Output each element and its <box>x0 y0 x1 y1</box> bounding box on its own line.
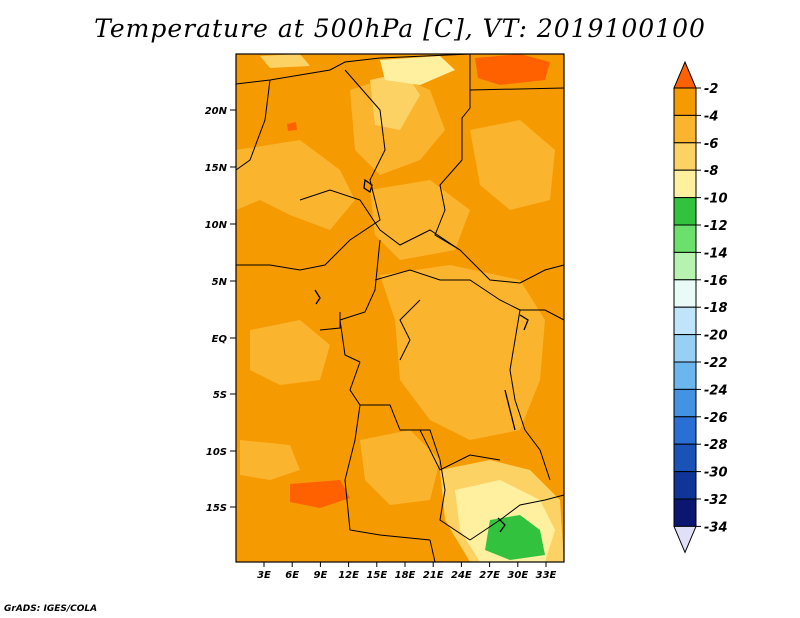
colorbar-label: -18 <box>704 301 728 316</box>
x-tick-label: 27E <box>479 570 500 581</box>
y-tick-label: 15N <box>205 163 228 174</box>
colorbar-box <box>673 306 697 336</box>
colorbar-label: -14 <box>704 246 728 261</box>
colorbar-label: -32 <box>704 493 728 508</box>
colorbar-box <box>673 279 697 308</box>
x-tick-label: 21E <box>423 570 444 581</box>
colorbar-box <box>673 443 697 473</box>
colorbar-label: -4 <box>704 109 718 124</box>
y-axis: 20N 15N 10N 5N EQ 5S 10S 15S <box>205 106 236 514</box>
y-tick-label: 5S <box>213 390 227 401</box>
colorbar-box <box>673 224 697 253</box>
field-patch-p <box>290 480 350 508</box>
y-tick-label: 15S <box>206 503 227 514</box>
colorbar-box <box>673 169 697 199</box>
colorbar-label: -16 <box>704 274 728 289</box>
temperature-field <box>236 54 564 562</box>
colorbar-box <box>673 251 697 281</box>
country-borders <box>235 53 565 563</box>
colorbar-box <box>673 197 697 226</box>
chart-title: Temperature at 500hPa [C], VT: 201910010… <box>94 14 706 43</box>
colorbar-bottom-arrow <box>673 525 697 554</box>
colorbar-label: -8 <box>704 164 718 179</box>
colorbar-box <box>673 142 697 171</box>
y-tick-label: EQ <box>212 334 228 345</box>
colorbar-label: -6 <box>704 137 718 152</box>
colorbar-label: -30 <box>704 466 728 481</box>
field-patch-m <box>380 56 455 85</box>
field-patch-q <box>287 122 297 131</box>
colorbar-box <box>673 471 697 500</box>
field-patch-i <box>370 72 420 130</box>
field-patch-f <box>470 120 555 210</box>
colorbar-box <box>673 388 697 418</box>
field-patch-o <box>475 54 550 85</box>
colorbar-label: -10 <box>704 192 728 207</box>
colorbar-top-arrow <box>673 60 697 89</box>
x-tick-label: 18E <box>395 570 416 581</box>
colorbar-box <box>673 361 697 390</box>
y-tick-label: 10S <box>206 447 227 458</box>
x-tick-label: 33E <box>536 570 557 581</box>
colorbar-label: -34 <box>704 520 728 535</box>
colorbar-label: -12 <box>704 219 728 234</box>
x-tick-label: 6E <box>285 570 299 581</box>
x-axis: 3E 6E 9E 12E 15E 18E 21E 24E 27E 30E 33E <box>257 562 557 581</box>
colorbar-label: -22 <box>704 356 728 371</box>
x-tick-label: 9E <box>314 570 328 581</box>
field-patch-a <box>236 140 355 230</box>
colorbar-box <box>673 416 697 445</box>
colorbar-box <box>673 114 697 144</box>
y-tick-label: 5N <box>212 277 228 288</box>
x-tick-label: 15E <box>366 570 387 581</box>
y-tick-label: 10N <box>205 220 228 231</box>
colorbar-label: -20 <box>704 329 728 344</box>
colorbar-box <box>673 87 697 116</box>
lakes <box>314 178 529 533</box>
field-patch-h <box>240 440 300 480</box>
colorbar-box <box>673 334 697 363</box>
y-tick-label: 20N <box>205 106 228 117</box>
colorbar-label: -2 <box>704 82 718 97</box>
field-patch-e <box>250 320 330 385</box>
field-patch-n <box>485 515 545 560</box>
x-tick-label: 3E <box>257 570 271 581</box>
x-tick-label: 24E <box>451 570 472 581</box>
x-tick-label: 12E <box>338 570 359 581</box>
x-tick-label: 30E <box>507 570 528 581</box>
grads-credit: GrADS: IGES/COLA <box>4 604 98 614</box>
colorbar: -2 -4 -6 -8 -10 -12 -14 -16 -18 -20 -22 -24 -26 -28 -3… <box>673 60 728 554</box>
field-patch-j <box>260 54 310 68</box>
colorbar-label: -24 <box>704 383 728 398</box>
colorbar-box <box>673 498 697 527</box>
field-patch-d <box>380 265 545 440</box>
colorbar-label: -26 <box>704 411 728 426</box>
plot-frame <box>235 53 565 563</box>
colorbar-label: -28 <box>704 438 728 453</box>
field-patch-g <box>360 430 440 505</box>
